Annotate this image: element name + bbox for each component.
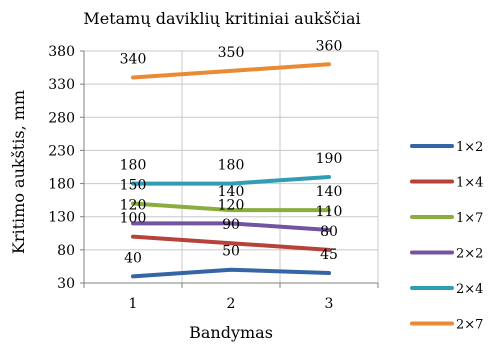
data-label: 120 — [120, 197, 147, 213]
y-tick-label: 80 — [57, 243, 75, 259]
legend-label: 1×4 — [456, 176, 483, 191]
y-tick-label: 180 — [48, 177, 75, 193]
legend-item: 1×7 — [410, 211, 483, 226]
legend-label: 2×7 — [456, 318, 483, 333]
data-label: 100 — [120, 211, 147, 227]
y-tick-label: 380 — [48, 44, 75, 60]
data-label: 150 — [120, 177, 147, 193]
data-label: 120 — [218, 197, 245, 213]
data-label: 340 — [120, 52, 147, 68]
y-tick-label: 280 — [48, 110, 75, 126]
legend-label: 1×2 — [456, 140, 483, 155]
y-tick-label: 130 — [48, 210, 75, 226]
y-tick-label: 330 — [48, 77, 75, 93]
series-line-6 — [131, 62, 331, 80]
x-axis-title: Bandymas — [189, 323, 273, 342]
series-line-2 — [131, 234, 331, 252]
data-label: 40 — [124, 250, 142, 266]
legend-item: 2×7 — [410, 318, 483, 333]
y-tick-label: 30 — [57, 276, 75, 292]
data-label: 140 — [218, 184, 245, 200]
series-lines — [131, 62, 331, 279]
x-tick-label: 2 — [227, 296, 236, 312]
data-label: 180 — [120, 158, 147, 174]
data-label: 180 — [218, 158, 245, 174]
series-line-4 — [131, 221, 331, 232]
grid-lines — [83, 50, 379, 284]
series-line-5 — [131, 174, 331, 186]
data-label: 90 — [222, 217, 240, 233]
legend-item: 1×4 — [410, 176, 483, 191]
y-tick-labels: 30 80 130 180 230 280 330 380 — [48, 44, 75, 292]
y-axis-title: Kritimo aukštis, mm — [9, 90, 28, 254]
x-tick-label: 3 — [325, 296, 334, 312]
axes — [80, 50, 379, 288]
data-label: 350 — [218, 45, 245, 61]
x-tick-labels: 1 2 3 — [129, 296, 334, 312]
legend-label: 2×4 — [456, 282, 483, 297]
legend: 1×2 1×4 1×7 2×2 2×4 2×7 — [410, 140, 483, 333]
legend-label: 1×7 — [456, 211, 483, 226]
x-tick-label: 1 — [129, 296, 138, 312]
legend-label: 2×2 — [456, 247, 483, 262]
legend-item: 2×4 — [410, 282, 483, 297]
data-label: 80 — [320, 224, 338, 240]
data-label: 50 — [222, 244, 240, 260]
y-tick-label: 230 — [48, 143, 75, 159]
data-label: 45 — [320, 247, 338, 263]
data-label: 360 — [316, 38, 343, 54]
series-line-1 — [131, 267, 331, 279]
data-label: 190 — [316, 151, 343, 167]
chart-title: Metamų daviklių kritiniai aukščiai — [83, 9, 360, 28]
data-label: 110 — [316, 204, 343, 220]
data-label: 140 — [316, 184, 343, 200]
legend-item: 2×2 — [410, 247, 483, 262]
legend-item: 1×2 — [410, 140, 483, 155]
series-line-3 — [131, 201, 331, 213]
